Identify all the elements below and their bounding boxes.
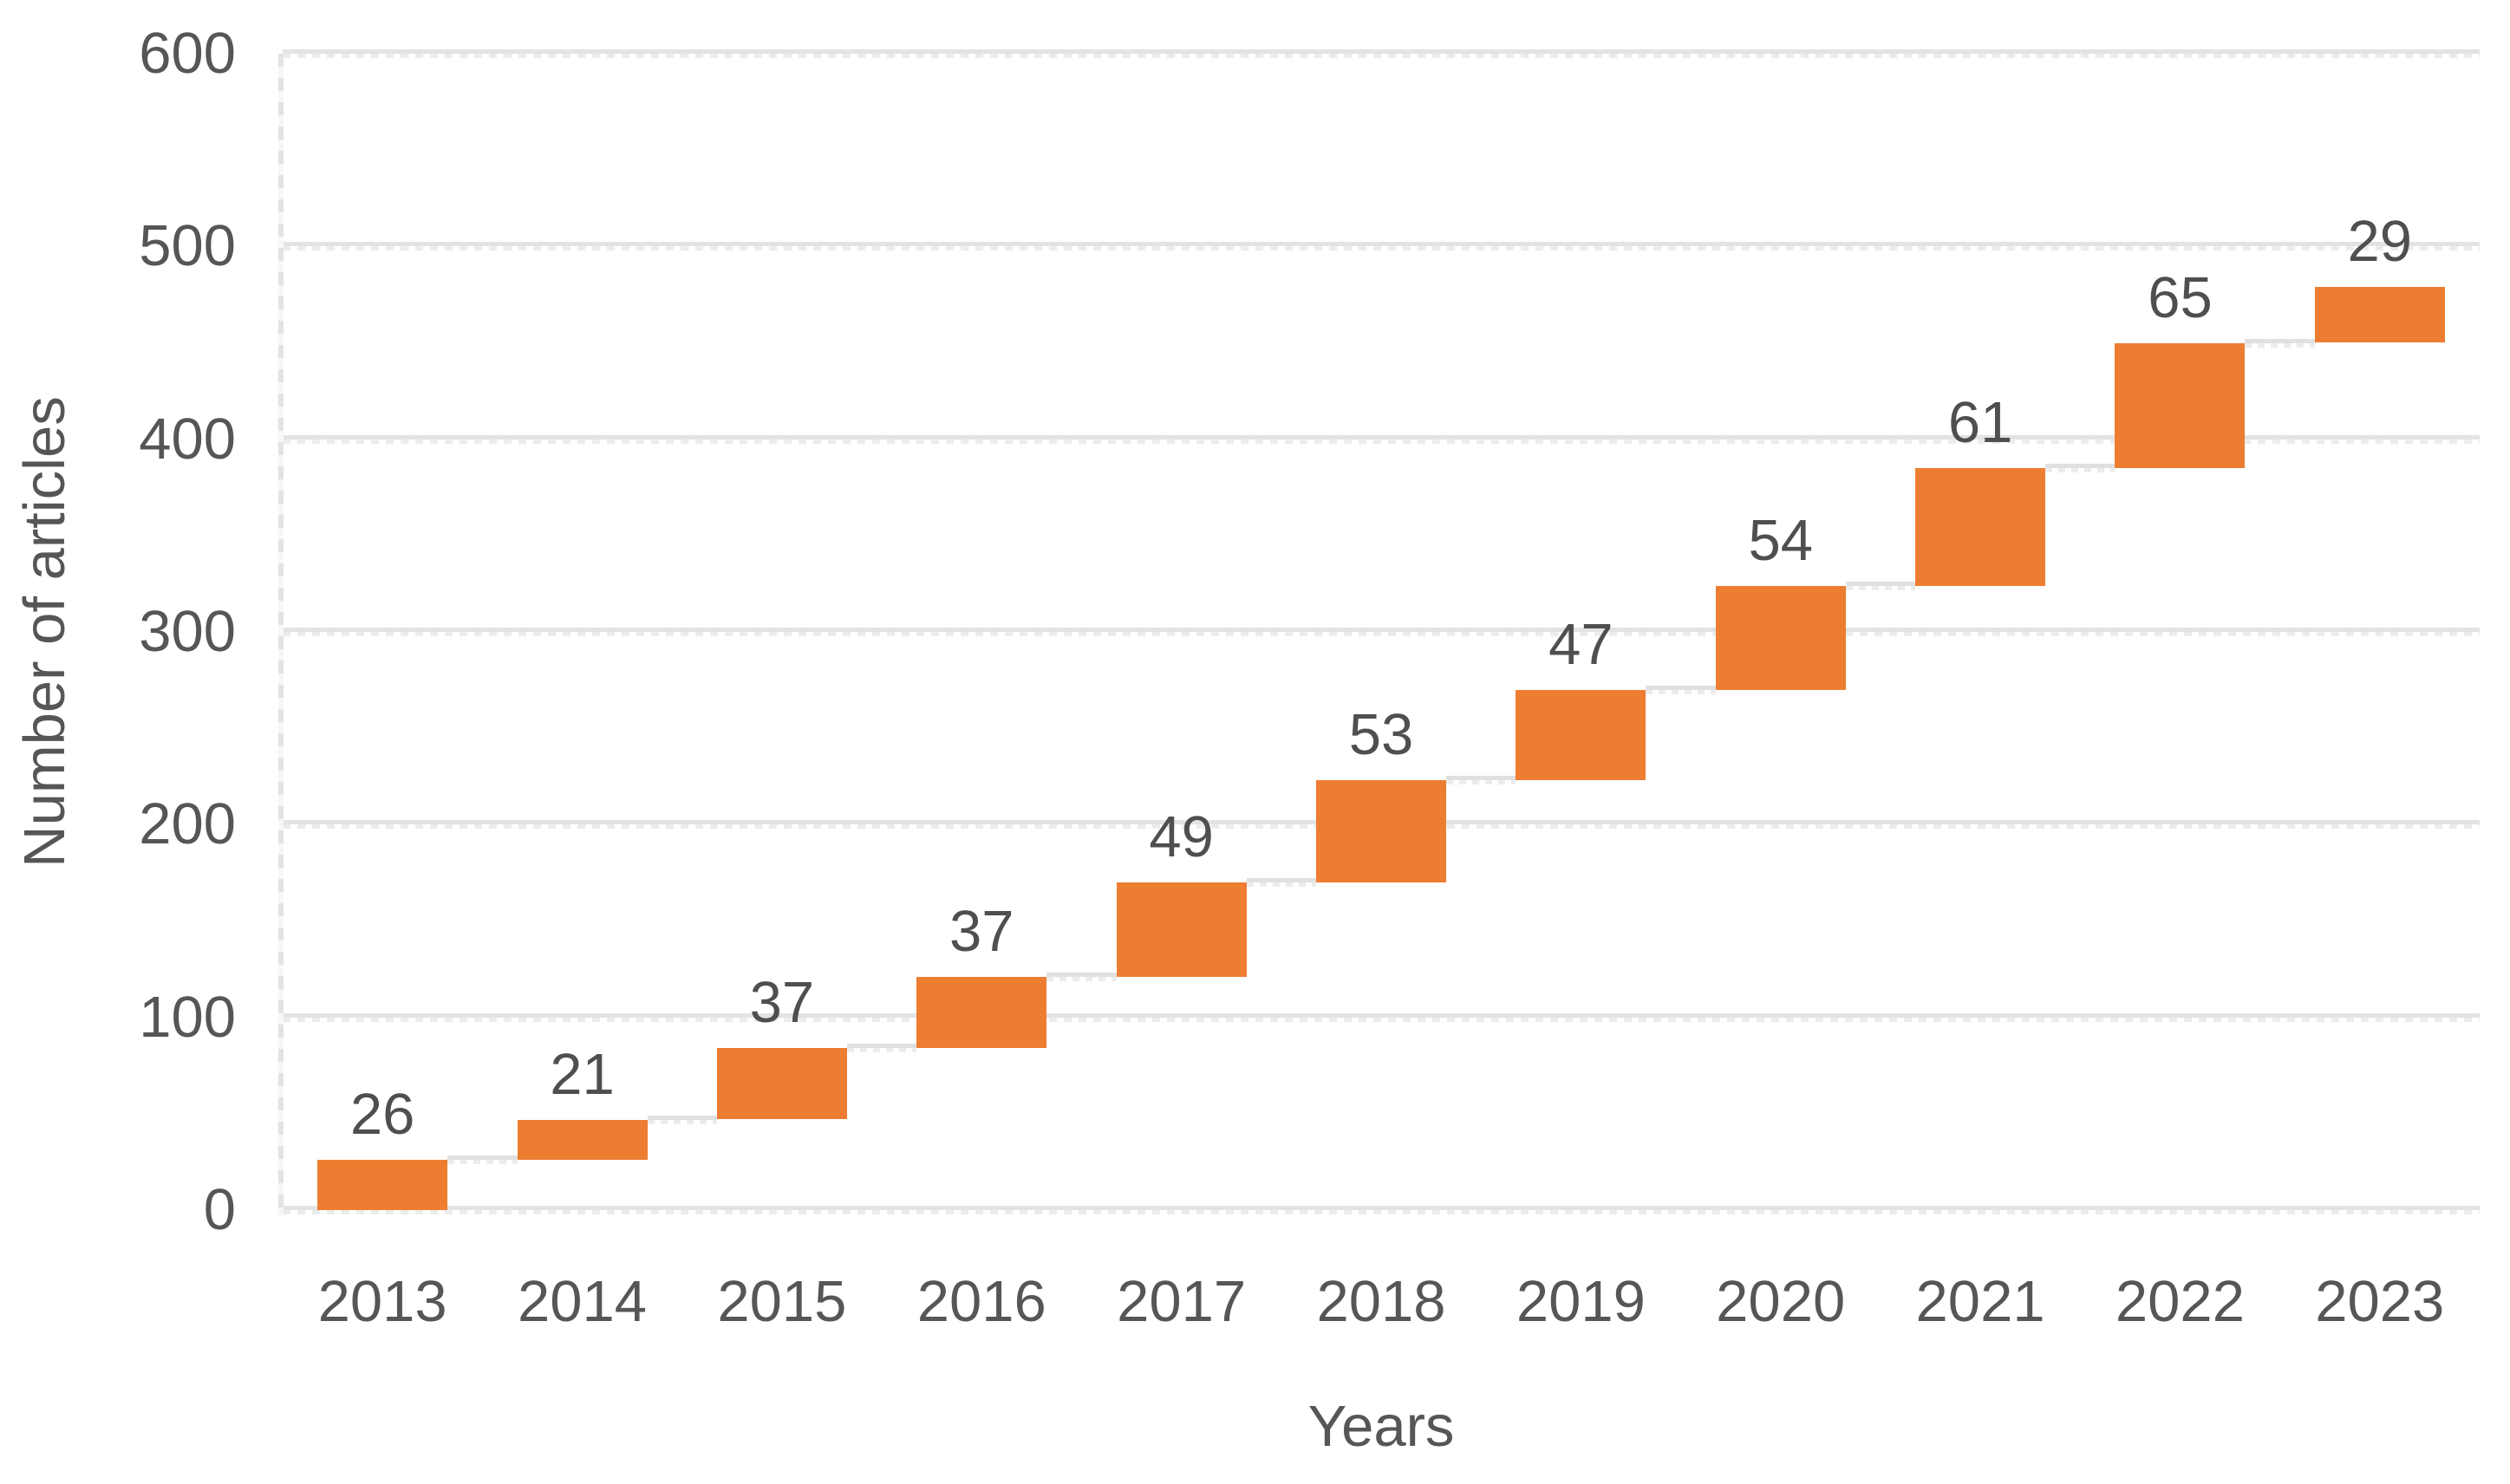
bar-2016 [916,976,1047,1049]
data-label-2017: 49 [1149,804,1214,870]
bar-2022 [2115,342,2246,469]
bar-2023 [2314,287,2445,343]
bar-connector-2017-2018 [1246,878,1316,888]
data-label-2022: 65 [2148,264,2213,330]
y-tick-0: 0 [203,1177,236,1242]
y-tick-600: 600 [139,21,236,86]
bar-2017 [1116,882,1247,977]
bar-2013 [317,1160,448,1210]
bar-connector-2019-2020 [1646,685,1716,694]
gridline-100 [283,1012,2480,1022]
bar-2015 [716,1048,847,1120]
bar-connector-2018-2019 [1446,776,1516,785]
y-tick-500: 500 [139,213,236,279]
x-axis-title: Years [1307,1394,1455,1459]
bar-2014 [517,1119,648,1161]
bar-2018 [1316,780,1446,883]
bar-2021 [1915,468,2046,586]
x-tick-2014: 2014 [518,1269,648,1334]
data-label-2018: 53 [1348,702,1414,768]
data-label-2019: 47 [1548,611,1614,677]
x-tick-2016: 2016 [916,1269,1046,1334]
y-tick-400: 400 [139,406,236,472]
x-tick-2018: 2018 [1316,1269,1446,1334]
bar-connector-2014-2015 [647,1115,717,1124]
gridline-600 [283,49,2480,58]
bar-2020 [1715,585,1846,690]
data-label-2015: 37 [749,970,815,1036]
x-tick-2015: 2015 [717,1269,847,1334]
x-tick-2019: 2019 [1516,1269,1646,1334]
bar-connector-2015-2016 [846,1044,917,1053]
gridline-400 [283,434,2480,444]
gridline-300 [283,628,2480,636]
bar-connector-2021-2022 [2045,464,2116,473]
bar-connector-2013-2014 [447,1155,518,1165]
gridline-0 [283,1206,2480,1214]
x-tick-2021: 2021 [1915,1269,2045,1334]
data-label-2023: 29 [2347,209,2413,275]
y-tick-200: 200 [139,791,236,857]
data-label-2013: 26 [349,1082,415,1148]
y-tick-100: 100 [139,984,236,1050]
bar-connector-2022-2023 [2245,338,2315,348]
gridline-500 [283,242,2480,251]
y-tick-300: 300 [139,599,236,664]
data-label-2020: 54 [1748,507,1813,573]
bar-connector-2020-2021 [1845,581,1916,590]
data-label-2014: 21 [550,1041,615,1107]
data-label-2021: 61 [1947,390,2013,456]
bar-2019 [1516,689,1646,781]
bar-connector-2016-2017 [1046,972,1117,981]
x-tick-2013: 2013 [317,1269,447,1334]
x-tick-2023: 2023 [2315,1269,2445,1334]
data-label-2016: 37 [949,898,1014,964]
x-tick-2022: 2022 [2115,1269,2245,1334]
x-tick-2017: 2017 [1117,1269,1247,1334]
x-tick-2020: 2020 [1716,1269,1846,1334]
y-axis-line [278,54,284,1217]
